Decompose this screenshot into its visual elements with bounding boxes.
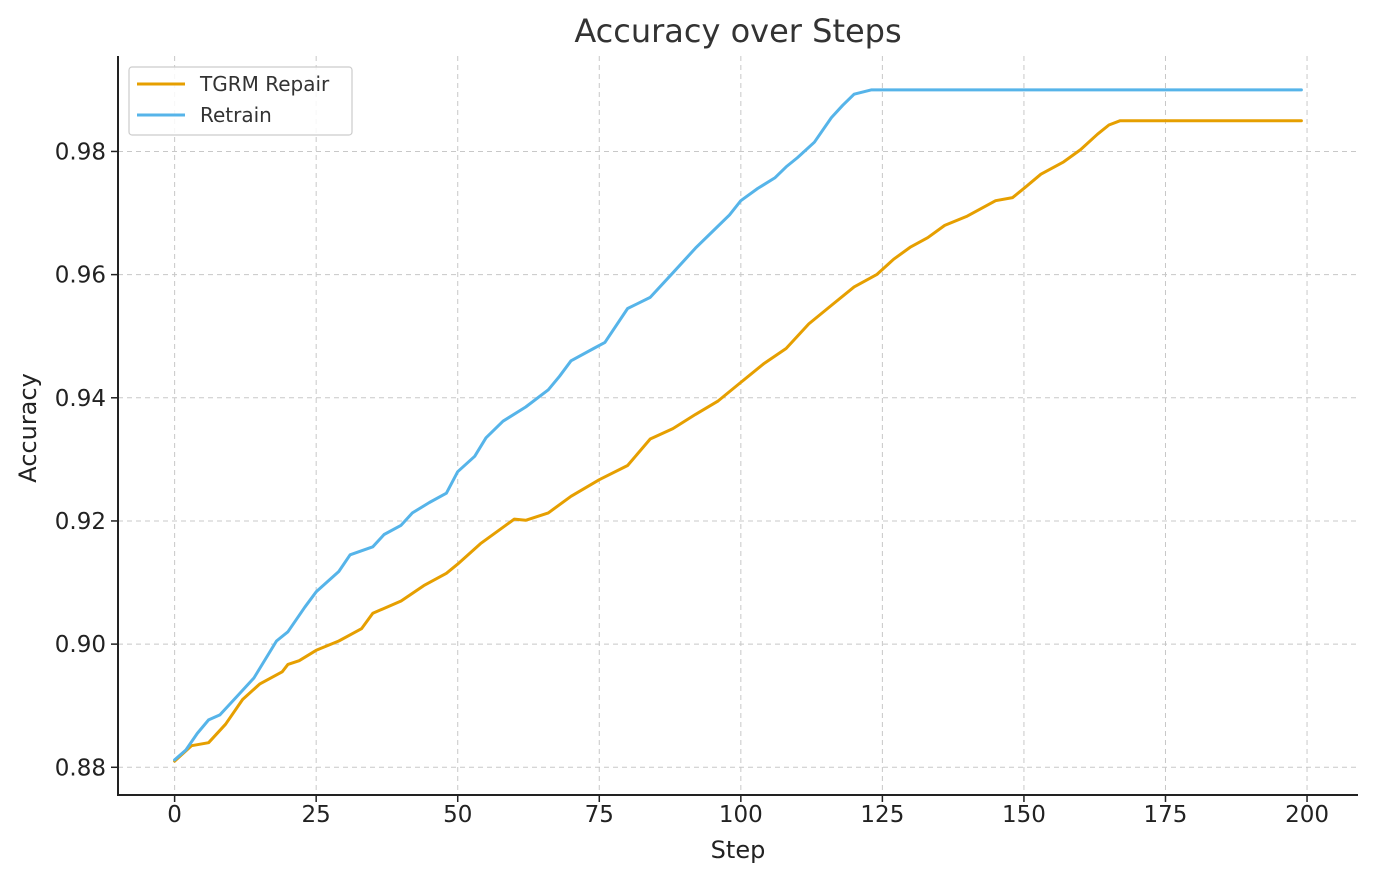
y-tick-label: 0.98 — [55, 139, 106, 165]
x-tick-label: 50 — [443, 802, 472, 828]
y-tick-label: 0.92 — [55, 509, 106, 535]
x-tick-label: 175 — [1144, 802, 1188, 828]
x-tick-label: 200 — [1285, 802, 1329, 828]
x-tick-label: 125 — [860, 802, 904, 828]
series-line-0 — [173, 119, 1303, 763]
grid — [118, 56, 1358, 795]
y-tick-label: 0.88 — [55, 755, 106, 781]
x-tick-label: 100 — [719, 802, 763, 828]
y-tick-label: 0.96 — [55, 263, 106, 289]
x-tick-label: 150 — [1002, 802, 1046, 828]
legend-label-0: TGRM Repair — [199, 72, 330, 96]
x-tick-label: 0 — [167, 802, 182, 828]
y-tick-label: 0.94 — [55, 386, 106, 412]
tick-labels: 0 25 50 75 100 125 150 175 200 0.88 0.90 0.92 0.94 0.… — [55, 139, 1329, 828]
axes — [117, 56, 1358, 796]
y-axis-label: Accuracy — [14, 373, 42, 483]
legend-label-1: Retrain — [200, 103, 272, 127]
y-tick-label: 0.90 — [55, 632, 106, 658]
chart-title: Accuracy over Steps — [574, 12, 901, 50]
x-tick-label: 75 — [585, 802, 614, 828]
plot-area — [173, 88, 1303, 763]
legend: TGRM Repair Retrain — [128, 66, 353, 136]
x-tick-label: 25 — [302, 802, 331, 828]
series-line-1 — [173, 88, 1303, 762]
x-axis-label: Step — [711, 836, 766, 864]
